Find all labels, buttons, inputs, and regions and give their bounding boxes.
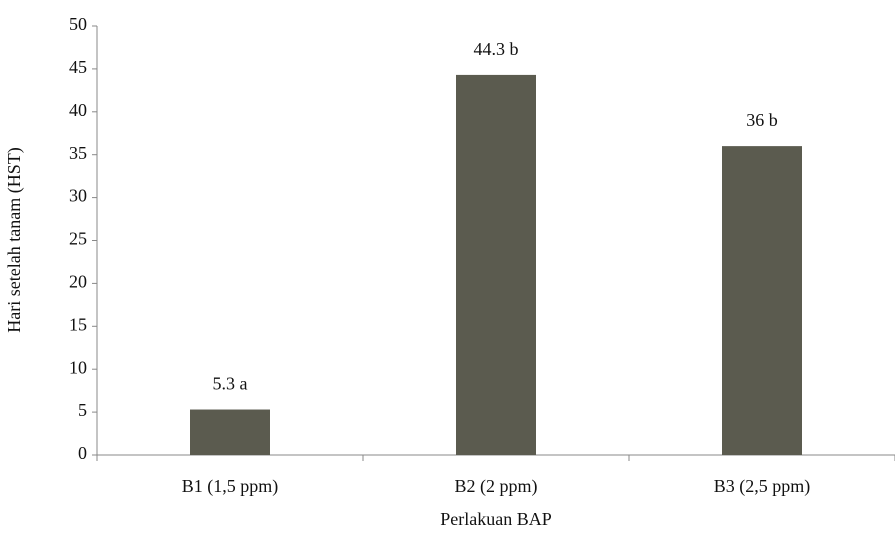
bar xyxy=(722,146,802,455)
y-tick-label: 35 xyxy=(69,143,87,163)
y-tick-label: 25 xyxy=(69,229,87,249)
y-tick-label: 5 xyxy=(78,400,87,420)
y-tick-label: 15 xyxy=(69,314,87,334)
x-tick-label: B3 (2,5 ppm) xyxy=(714,476,811,497)
y-tick-label: 50 xyxy=(69,14,87,34)
x-tick-label: B2 (2 ppm) xyxy=(455,476,538,497)
y-tick-label: 10 xyxy=(69,357,87,377)
x-tick-label: B1 (1,5 ppm) xyxy=(182,476,279,497)
bar xyxy=(456,75,536,455)
y-axis-label: Hari setelah tanam (HST) xyxy=(4,147,25,332)
y-tick-label: 45 xyxy=(69,57,87,77)
y-tick-label: 40 xyxy=(69,100,87,120)
bar xyxy=(190,410,270,455)
x-axis-label: Perlakuan BAP xyxy=(440,509,552,529)
y-tick-label: 0 xyxy=(78,443,87,463)
y-tick-label: 30 xyxy=(69,186,87,206)
value-label: 5.3 a xyxy=(213,374,248,394)
value-label: 36 b xyxy=(746,110,778,130)
y-tick-label: 20 xyxy=(69,272,87,292)
value-label: 44.3 b xyxy=(474,39,519,59)
chart: Hari setelah tanam (HST) Perlakuan BAP 0… xyxy=(0,0,895,536)
